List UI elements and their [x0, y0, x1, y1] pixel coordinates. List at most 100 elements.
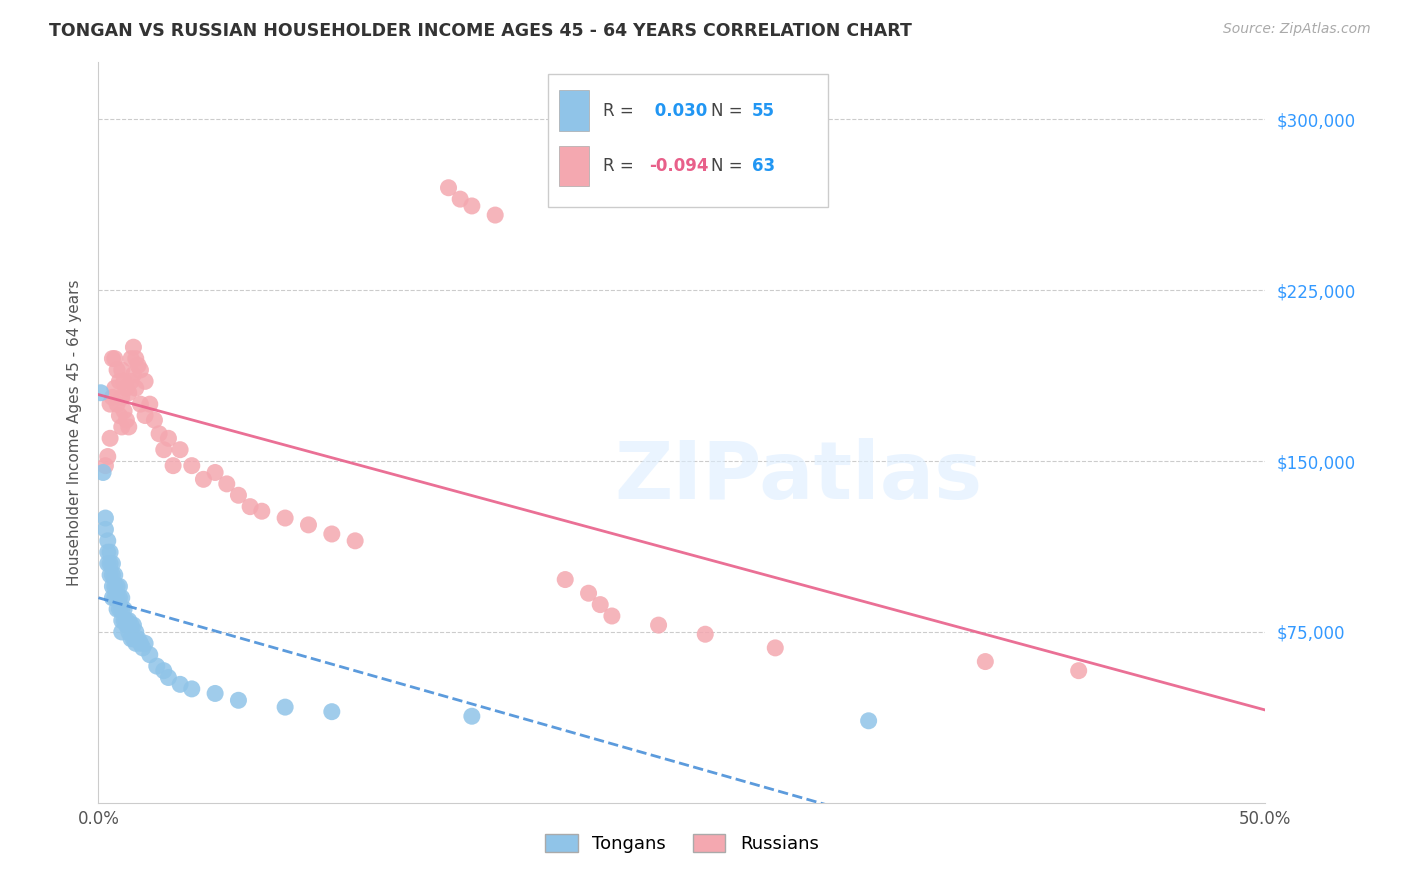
Point	[111, 363, 134, 377]
Point	[132, 640, 155, 655]
Point	[157, 431, 180, 445]
Point	[228, 488, 250, 502]
Point	[204, 686, 226, 700]
Point	[321, 527, 343, 541]
Point	[122, 618, 145, 632]
Point	[125, 381, 148, 395]
Point	[104, 591, 127, 605]
Point	[105, 397, 128, 411]
Point	[125, 351, 148, 366]
Point	[129, 397, 152, 411]
Point	[108, 579, 131, 593]
Point	[204, 466, 226, 480]
Point	[122, 368, 145, 382]
Point	[101, 579, 124, 593]
Point	[97, 450, 120, 464]
Point	[139, 397, 162, 411]
Text: Source: ZipAtlas.com: Source: ZipAtlas.com	[1223, 22, 1371, 37]
Point	[111, 602, 134, 616]
Point	[858, 714, 880, 728]
Text: TONGAN VS RUSSIAN HOUSEHOLDER INCOME AGES 45 - 64 YEARS CORRELATION CHART: TONGAN VS RUSSIAN HOUSEHOLDER INCOME AGE…	[49, 22, 912, 40]
Point	[169, 442, 191, 457]
Point	[461, 709, 484, 723]
Point	[321, 705, 343, 719]
Point	[274, 700, 297, 714]
Point	[97, 545, 120, 559]
Text: N =: N =	[711, 102, 748, 120]
Point	[120, 351, 142, 366]
Point	[118, 420, 141, 434]
Point	[115, 381, 138, 395]
Point	[105, 579, 128, 593]
Point	[112, 602, 135, 616]
Point	[111, 591, 134, 605]
Point	[108, 375, 131, 389]
Point	[152, 442, 174, 457]
Point	[97, 557, 120, 571]
Point	[104, 579, 127, 593]
Point	[108, 591, 131, 605]
Point	[157, 671, 180, 685]
Point	[589, 598, 612, 612]
Point	[101, 591, 124, 605]
Point	[98, 545, 121, 559]
Point	[98, 397, 121, 411]
Point	[180, 681, 202, 696]
Text: 63: 63	[752, 157, 775, 175]
Point	[98, 568, 121, 582]
Y-axis label: Householder Income Ages 45 - 64 years: Householder Income Ages 45 - 64 years	[67, 279, 83, 586]
Point	[449, 192, 471, 206]
Point	[484, 208, 506, 222]
Point	[125, 636, 148, 650]
Point	[101, 390, 124, 404]
Point	[104, 381, 127, 395]
Point	[437, 180, 460, 194]
Point	[122, 632, 145, 646]
Point	[344, 533, 367, 548]
Point	[115, 614, 138, 628]
Point	[118, 614, 141, 628]
Point	[108, 602, 131, 616]
Text: N =: N =	[711, 157, 748, 175]
Point	[105, 363, 128, 377]
Text: R =: R =	[603, 102, 633, 120]
Point	[111, 624, 134, 639]
Point	[98, 431, 121, 445]
Point	[143, 413, 166, 427]
Point	[118, 385, 141, 400]
FancyBboxPatch shape	[560, 90, 589, 131]
FancyBboxPatch shape	[560, 145, 589, 186]
Point	[112, 375, 135, 389]
Point	[600, 609, 623, 624]
Point	[108, 409, 131, 423]
Point	[461, 199, 484, 213]
Point	[274, 511, 297, 525]
Point	[193, 472, 215, 486]
Point	[763, 640, 786, 655]
Point	[1067, 664, 1090, 678]
Point	[98, 557, 121, 571]
Point	[647, 618, 669, 632]
Text: 55: 55	[752, 102, 775, 120]
Point	[105, 591, 128, 605]
Point	[228, 693, 250, 707]
Point	[129, 636, 152, 650]
Point	[94, 523, 117, 537]
Point	[122, 340, 145, 354]
Point	[101, 557, 124, 571]
Point	[120, 632, 142, 646]
Point	[554, 573, 576, 587]
Legend: Tongans, Russians: Tongans, Russians	[538, 827, 825, 861]
Point	[112, 404, 135, 418]
Point	[112, 614, 135, 628]
Point	[125, 624, 148, 639]
Point	[169, 677, 191, 691]
Point	[111, 614, 134, 628]
Text: 0.030: 0.030	[650, 102, 707, 120]
Text: R =: R =	[603, 157, 633, 175]
Point	[134, 636, 156, 650]
Point	[105, 602, 128, 616]
Point	[94, 511, 117, 525]
Point	[134, 375, 156, 389]
Point	[129, 363, 152, 377]
